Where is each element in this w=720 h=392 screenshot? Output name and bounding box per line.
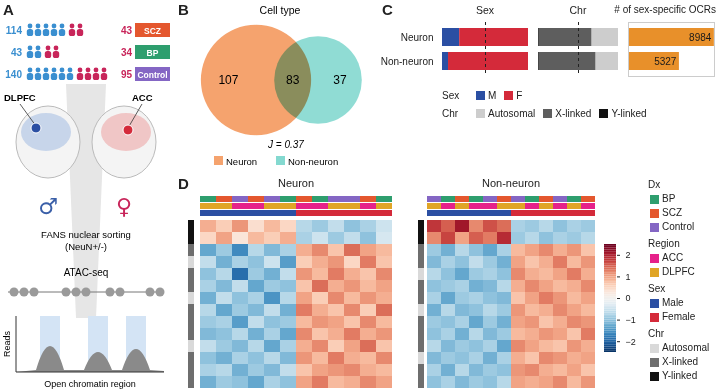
html-text:Dx: Dx <box>648 179 661 190</box>
html-text:# of sex-specific OCRs: # of sex-specific OCRs <box>614 4 716 15</box>
html-text:Male: Male <box>662 297 684 308</box>
svg-text:Reads: Reads <box>2 330 12 357</box>
svg-text:(NeuN+/-): (NeuN+/-) <box>65 241 107 252</box>
html-text:Sex: Sex <box>476 4 494 16</box>
html-text:Sex: Sex <box>442 90 460 101</box>
svg-text:−1: −1 <box>626 315 636 325</box>
svg-text:Neuron: Neuron <box>401 32 434 43</box>
html-text:DLPFC: DLPFC <box>662 266 695 277</box>
html-text:BP: BP <box>662 193 676 204</box>
svg-text:Non-neuron: Non-neuron <box>288 156 338 167</box>
html-text:D: D <box>178 175 189 192</box>
svg-text:ATAC-seq: ATAC-seq <box>64 267 109 278</box>
svg-text:DLPFC: DLPFC <box>4 92 36 103</box>
html-text:A: A <box>3 1 14 18</box>
svg-text:107: 107 <box>218 73 238 87</box>
svg-text:37: 37 <box>333 73 347 87</box>
html-text:ACC: ACC <box>662 252 684 263</box>
html-text:Chr: Chr <box>648 328 665 339</box>
svg-text:5327: 5327 <box>654 56 677 67</box>
svg-text:43: 43 <box>11 47 23 58</box>
svg-text:0: 0 <box>626 293 631 303</box>
html-text:Control: Control <box>662 221 695 232</box>
html-text:Non-neuron: Non-neuron <box>482 177 540 189</box>
svg-text:Non-neuron: Non-neuron <box>381 56 434 67</box>
svg-text:♂: ♂ <box>38 194 58 219</box>
svg-text:Cell type: Cell type <box>260 4 301 16</box>
svg-text:1: 1 <box>626 272 631 282</box>
svg-text:43: 43 <box>121 25 133 36</box>
svg-text:♀: ♀ <box>116 194 132 219</box>
html-text:Y-linked: Y-linked <box>662 370 698 381</box>
svg-text:95: 95 <box>121 69 133 80</box>
html-text:SCZ: SCZ <box>662 207 682 218</box>
html-text:Chr: Chr <box>569 4 587 16</box>
svg-text:83: 83 <box>286 73 300 87</box>
html-text:Autosomal: Autosomal <box>662 342 710 353</box>
html-text:Y-linked: Y-linked <box>611 108 647 119</box>
svg-text:J = 0.37: J = 0.37 <box>267 139 304 150</box>
html-text:C: C <box>382 1 393 18</box>
svg-text:Control: Control <box>137 70 167 80</box>
html-text:Chr: Chr <box>442 108 459 119</box>
svg-text:SCZ: SCZ <box>144 26 161 36</box>
svg-text:−2: −2 <box>626 337 636 347</box>
html-text:Autosomal: Autosomal <box>488 108 536 119</box>
svg-text:114: 114 <box>6 25 23 36</box>
svg-text:FANS nuclear sorting: FANS nuclear sorting <box>41 229 131 240</box>
svg-text:2: 2 <box>626 250 631 260</box>
html-text:B: B <box>178 1 189 18</box>
html-text:X-linked: X-linked <box>662 356 699 367</box>
svg-text:Neuron: Neuron <box>226 156 257 167</box>
svg-text:Open chromatin region: Open chromatin region <box>44 379 136 389</box>
html-text:Region: Region <box>648 238 680 249</box>
html-text:Female: Female <box>662 311 696 322</box>
svg-text:34: 34 <box>121 47 133 58</box>
html-text:Neuron: Neuron <box>278 177 314 189</box>
html-text:M: M <box>488 90 497 101</box>
svg-text:BP: BP <box>147 48 159 58</box>
svg-text:140: 140 <box>5 69 22 80</box>
svg-text:8984: 8984 <box>689 32 712 43</box>
html-text:F: F <box>516 90 523 101</box>
svg-text:ACC: ACC <box>132 92 153 103</box>
html-text:X-linked: X-linked <box>555 108 592 119</box>
html-text:Sex: Sex <box>648 283 666 294</box>
